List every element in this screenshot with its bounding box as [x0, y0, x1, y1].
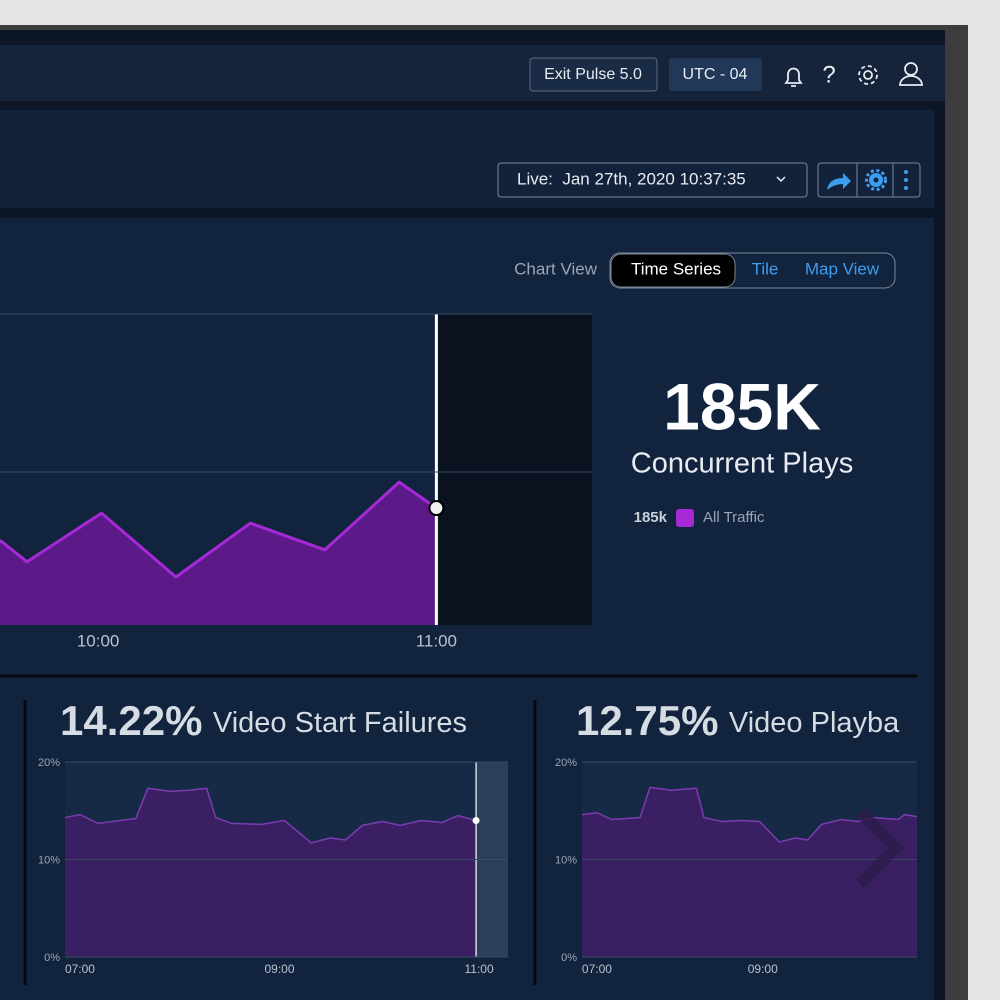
- tile-title-clip: 12.75% Video Playba: [576, 697, 900, 744]
- tile-metric: Video Playba: [729, 707, 900, 739]
- selected-pill: [610, 253, 736, 288]
- timezone-label: UTC - 04: [683, 66, 748, 83]
- help-icon[interactable]: ?: [822, 61, 835, 88]
- x-tick-label: 11:00: [416, 631, 457, 650]
- y-tick-label: 10%: [38, 854, 60, 866]
- legend-label: All Traffic: [703, 509, 765, 526]
- tile-chart: 0% 10% 20% 07:00 09:00 11:00: [38, 757, 508, 976]
- bell-icon[interactable]: [784, 67, 803, 87]
- cursor-point: [472, 817, 480, 824]
- live-dropdown[interactable]: [497, 162, 808, 198]
- x-tick-label: 07:00: [65, 962, 95, 976]
- share-button[interactable]: [827, 173, 851, 190]
- x-tick-label: 09:00: [748, 962, 778, 976]
- next-arrow[interactable]: [855, 807, 905, 889]
- view-option[interactable]: Map View: [805, 259, 880, 278]
- view-option[interactable]: Tile: [752, 259, 779, 278]
- area-fill: [582, 787, 917, 957]
- cursor-point: [428, 500, 445, 517]
- y-tick-label: 0%: [561, 952, 577, 964]
- chart-view-label: Chart View: [514, 259, 598, 278]
- area-fill: [65, 788, 477, 957]
- more-button[interactable]: [904, 170, 908, 190]
- area-line: [64, 787, 477, 844]
- x-tick-label: 09:00: [265, 962, 295, 976]
- y-tick-label: 20%: [555, 757, 577, 769]
- live-label: Live: Jan 27th, 2020 10:37:35: [517, 169, 746, 188]
- exit-button-label: Exit Pulse 5.0: [544, 66, 642, 83]
- exit-button[interactable]: [529, 57, 658, 92]
- tile-value: 14.22%: [60, 697, 202, 744]
- tile-title: 12.75% Video Playba: [576, 697, 900, 744]
- y-tick-label: 10%: [555, 854, 577, 866]
- settings-icon[interactable]: [858, 65, 878, 85]
- legend-value: 185k: [634, 509, 668, 526]
- timezone-button[interactable]: [669, 58, 762, 91]
- y-tick-label: 20%: [38, 757, 60, 769]
- x-tick-label: 07:00: [582, 962, 612, 976]
- tile-value: 12.75%: [576, 697, 718, 744]
- area-line: [0, 480, 438, 579]
- y-tick-label: 0%: [44, 952, 60, 964]
- dropdown-caret: [776, 176, 786, 183]
- x-tick-label: 10:00: [77, 631, 120, 650]
- config-button[interactable]: [865, 169, 887, 191]
- area-fill: [0, 482, 437, 625]
- headline-value: 185K: [663, 369, 821, 443]
- user-icon[interactable]: [899, 62, 923, 86]
- view-option[interactable]: Time Series: [631, 259, 721, 278]
- legend-swatch: [676, 509, 694, 527]
- x-tick-label: 11:00: [464, 962, 493, 976]
- metric-name: Concurrent Plays: [631, 448, 853, 480]
- top-bar: [0, 45, 945, 101]
- tile-title: 14.22% Video Start Failures: [60, 697, 467, 744]
- main-chart: 10:00 11:00: [0, 313, 592, 650]
- tile-metric: Video Start Failures: [213, 707, 467, 739]
- future-region: [436, 314, 592, 625]
